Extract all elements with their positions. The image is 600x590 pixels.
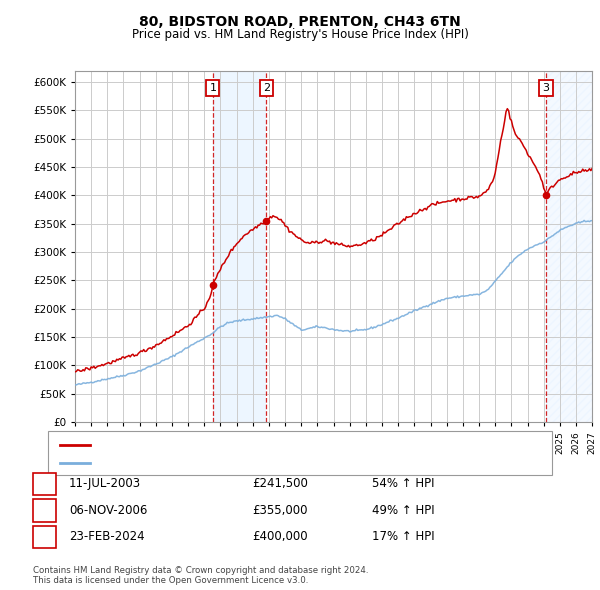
Text: £355,000: £355,000 xyxy=(252,504,308,517)
Text: 06-NOV-2006: 06-NOV-2006 xyxy=(69,504,148,517)
Text: 3: 3 xyxy=(41,530,48,543)
Text: 49% ↑ HPI: 49% ↑ HPI xyxy=(372,504,434,517)
Text: Contains HM Land Registry data © Crown copyright and database right 2024.
This d: Contains HM Land Registry data © Crown c… xyxy=(33,566,368,585)
Text: 80, BIDSTON ROAD, PRENTON, CH43 6TN (detached house): 80, BIDSTON ROAD, PRENTON, CH43 6TN (det… xyxy=(96,440,423,450)
Bar xyxy=(213,71,266,422)
Text: 1: 1 xyxy=(41,477,48,490)
Text: Price paid vs. HM Land Registry's House Price Index (HPI): Price paid vs. HM Land Registry's House … xyxy=(131,28,469,41)
Text: 2: 2 xyxy=(263,83,270,93)
Text: £241,500: £241,500 xyxy=(252,477,308,490)
Text: 3: 3 xyxy=(542,83,550,93)
Text: 54% ↑ HPI: 54% ↑ HPI xyxy=(372,477,434,490)
Bar xyxy=(546,71,592,422)
Text: 23-FEB-2024: 23-FEB-2024 xyxy=(69,530,145,543)
Text: 80, BIDSTON ROAD, PRENTON, CH43 6TN: 80, BIDSTON ROAD, PRENTON, CH43 6TN xyxy=(139,15,461,30)
Text: 2: 2 xyxy=(41,504,48,517)
Text: HPI: Average price, detached house, Wirral: HPI: Average price, detached house, Wirr… xyxy=(96,458,331,467)
Text: 1: 1 xyxy=(209,83,217,93)
Text: 17% ↑ HPI: 17% ↑ HPI xyxy=(372,530,434,543)
Text: £400,000: £400,000 xyxy=(252,530,308,543)
Text: 11-JUL-2003: 11-JUL-2003 xyxy=(69,477,141,490)
